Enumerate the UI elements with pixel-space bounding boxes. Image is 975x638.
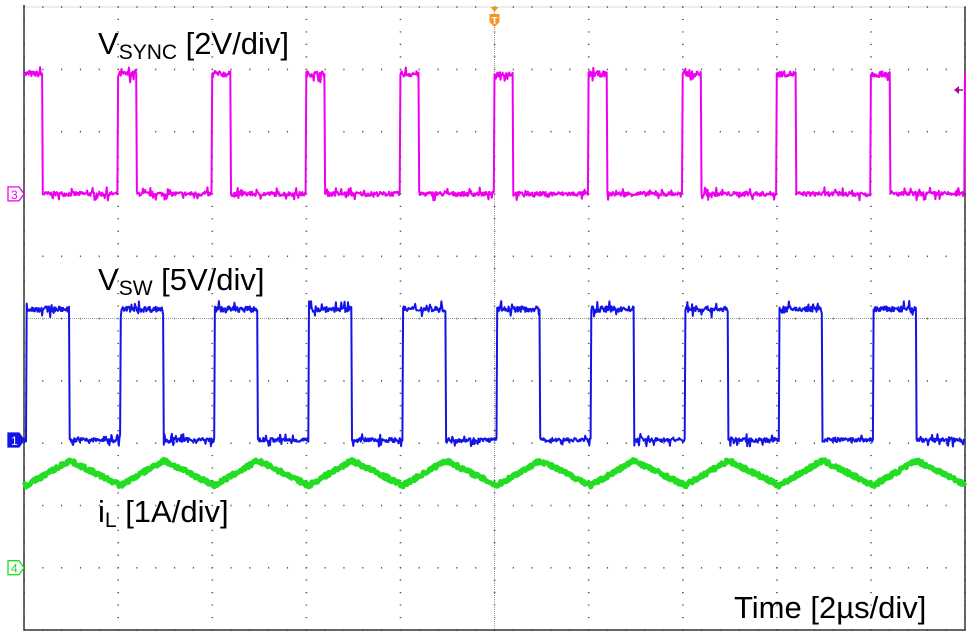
vsw-label: VSW [5V/div] [98,262,265,300]
trace-vsw [23,300,966,448]
il-label: iL [1A/div] [98,494,229,532]
channel-3-number: 3 [11,188,18,202]
trigger-marker: T [489,7,500,27]
channel-markers: 3 1 4 T [7,7,963,576]
channel-3-marker: 3 [7,186,25,202]
trace-vsync [23,66,966,202]
trigger-level-arrow [954,86,959,94]
time-scale-label: Time [2µs/div] [734,590,927,625]
trace-il [21,456,968,490]
channel-4-number: 4 [11,562,18,576]
trigger-arrow [490,7,499,12]
trigger-flag [489,14,500,27]
vsync-label: VSYNC [2V/div] [98,26,290,64]
channel-1-number: 1 [11,434,18,448]
channel-4-marker: 4 [7,560,25,576]
channel-1-marker: 1 [7,432,25,448]
waveform-traces [21,66,968,490]
channel-3-marker-shape [7,186,25,202]
trigger-label: T [491,16,497,27]
channel-1-marker-shape [7,432,25,448]
channel-4-marker-shape [7,560,25,576]
